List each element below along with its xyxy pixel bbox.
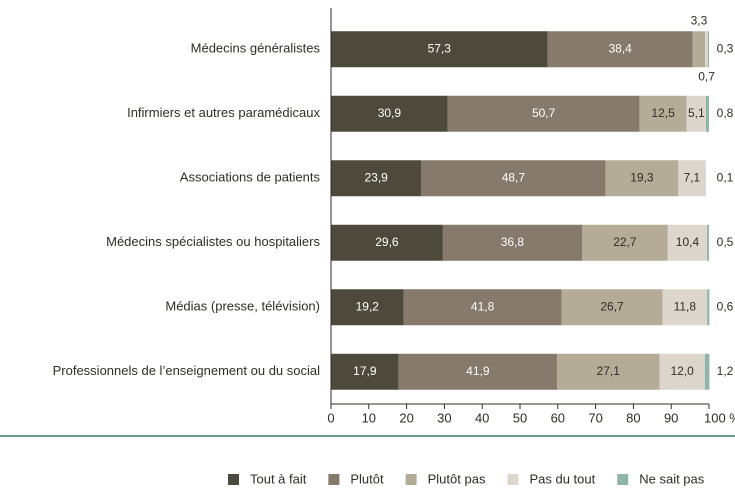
- bar-segment: [331, 224, 443, 261]
- value-label: 27,1: [597, 364, 621, 378]
- value-label: 0,3: [717, 41, 734, 55]
- category-label: Médias (presse, télévision): [165, 299, 320, 314]
- bar-segment: [403, 289, 562, 326]
- bar-segment: [705, 95, 709, 132]
- x-tick-label: 10: [362, 410, 376, 425]
- bar-segment: [331, 289, 404, 326]
- bar-segment: [557, 353, 660, 390]
- x-tick-label: 0: [327, 410, 334, 425]
- bar-segment: [447, 95, 640, 132]
- value-label: 36,8: [501, 235, 525, 249]
- value-label: 29,6: [375, 235, 399, 249]
- category-label: Infirmiers et autres paramédicaux: [127, 105, 320, 120]
- value-label: 19,3: [630, 170, 654, 184]
- bar-segment: [705, 31, 708, 68]
- category-label: Médecins généralistes: [191, 41, 321, 56]
- bar-segment: [331, 160, 422, 197]
- value-label: 19,2: [356, 299, 380, 313]
- legend-label: Plutôt pas: [428, 471, 486, 486]
- legend-label: Ne sait pas: [639, 471, 705, 486]
- value-label: 11,8: [674, 299, 697, 313]
- value-label: 0,1: [717, 170, 734, 184]
- x-tick-label: 90: [664, 410, 678, 425]
- value-label: 30,9: [378, 106, 402, 120]
- legend-swatch: [507, 474, 519, 485]
- bar-segment: [686, 95, 706, 132]
- value-label: 5,1: [688, 106, 705, 120]
- value-label: 12,5: [651, 106, 675, 120]
- value-label: 12,0: [670, 364, 694, 378]
- value-label: 41,8: [471, 299, 495, 313]
- value-label: 17,9: [353, 364, 377, 378]
- value-label: 10,4: [676, 235, 700, 249]
- value-label: 38,4: [608, 41, 632, 55]
- x-tick-label: 70: [588, 410, 602, 425]
- bar-segment: [678, 160, 706, 197]
- x-tick-label: 20: [399, 410, 413, 425]
- x-tick-label: 40: [475, 410, 489, 425]
- bar-segment: [331, 95, 448, 132]
- bar-segment: [659, 353, 705, 390]
- value-label: 7,1: [683, 170, 700, 184]
- legend-label: Plutôt: [350, 471, 384, 486]
- value-label: 3,3: [691, 13, 708, 27]
- bar-segment: [442, 224, 582, 261]
- bar-segment: [667, 224, 708, 261]
- value-label: 0,6: [717, 299, 734, 313]
- value-label: 57,3: [428, 41, 452, 55]
- category-label: Professionnels de l’enseignement ou du s…: [53, 363, 321, 378]
- bar-segment: [692, 31, 706, 68]
- bar-segment: [421, 160, 606, 197]
- bar-segment: [662, 289, 708, 326]
- bar-segment: [707, 31, 709, 68]
- value-label: 23,9: [364, 170, 388, 184]
- value-label: 0,7: [698, 69, 715, 83]
- value-label: 48,7: [502, 170, 526, 184]
- bar-segment: [561, 289, 663, 326]
- x-tick-label: 30: [437, 410, 451, 425]
- value-label: 22,7: [613, 235, 637, 249]
- x-tick-label: 50: [513, 410, 527, 425]
- x-tick-label: 80: [626, 410, 640, 425]
- x-tick-label: 100 %: [704, 410, 735, 425]
- value-label: 50,7: [532, 106, 556, 120]
- bar-segment: [331, 31, 548, 68]
- legend-label: Pas du tout: [529, 471, 595, 486]
- value-label: 41,9: [466, 364, 490, 378]
- value-label: 1,2: [717, 364, 734, 378]
- legend-label: Tout à fait: [250, 471, 307, 486]
- bar-segment: [581, 224, 668, 261]
- bar-segment: [605, 160, 679, 197]
- bar-segment: [639, 95, 687, 132]
- value-label: 26,7: [600, 299, 624, 313]
- category-label: Associations de patients: [180, 170, 321, 185]
- bar-segment: [547, 31, 693, 68]
- legend-swatch: [405, 474, 417, 485]
- bar-segment: [331, 353, 399, 390]
- bar-segment: [707, 224, 709, 261]
- x-tick-label: 60: [551, 410, 565, 425]
- category-label: Médecins spécialistes ou hospitaliers: [106, 234, 320, 249]
- legend-swatch: [328, 474, 340, 485]
- legend-swatch: [228, 474, 239, 485]
- value-label: 0,8: [717, 106, 734, 120]
- legend-swatch: [617, 474, 629, 485]
- bar-segment: [707, 289, 710, 326]
- bar-segment: [398, 353, 558, 390]
- value-label: 0,5: [717, 235, 734, 249]
- bar-segment: [704, 353, 710, 390]
